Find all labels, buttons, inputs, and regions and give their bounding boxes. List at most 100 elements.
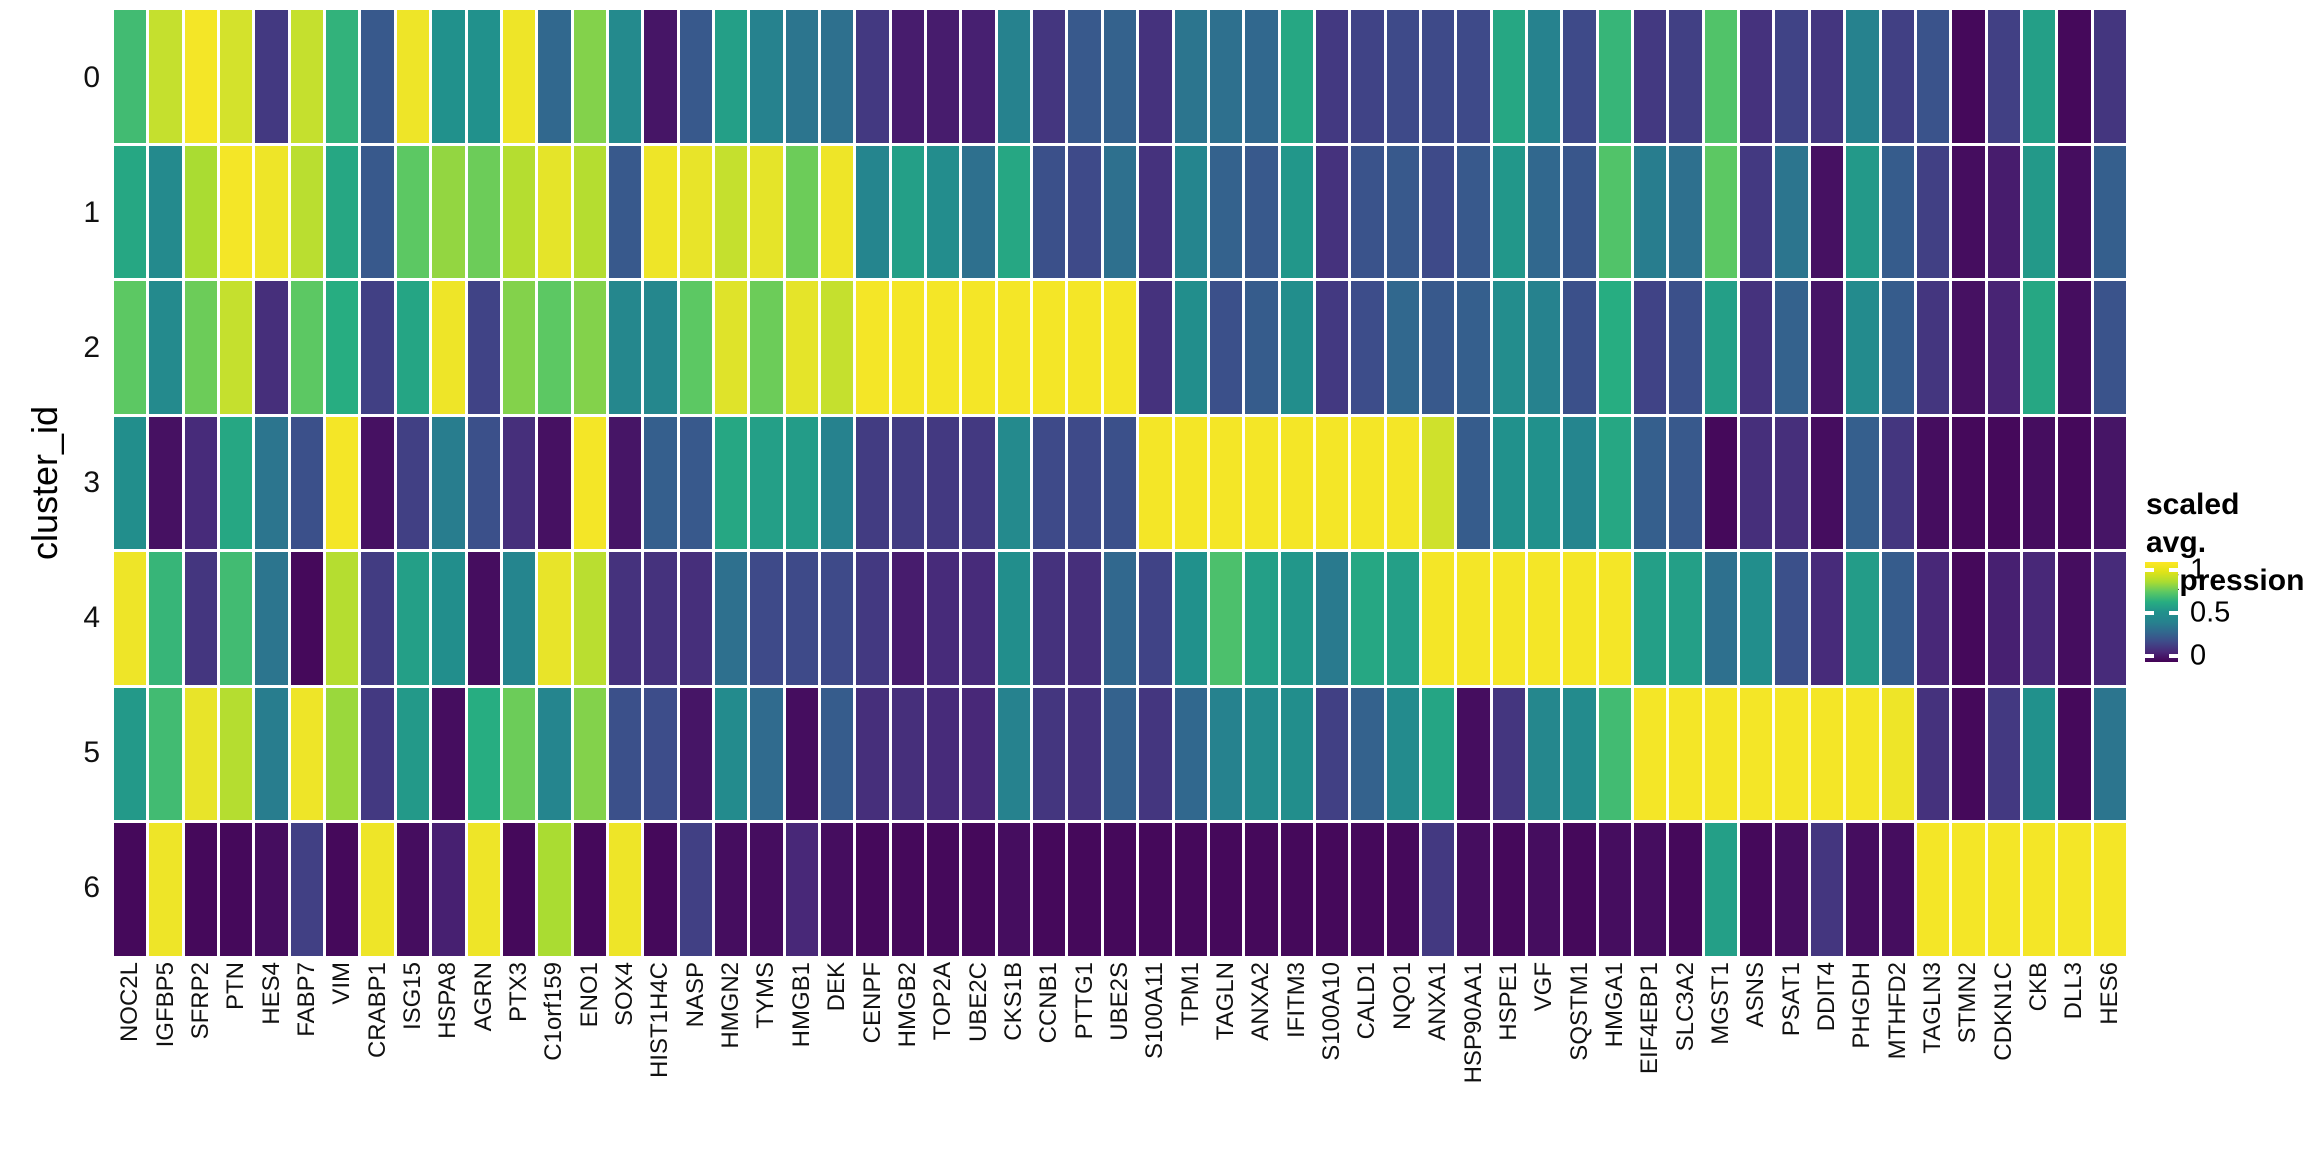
heatmap-cell bbox=[326, 281, 359, 414]
heatmap-cell bbox=[573, 823, 606, 956]
heatmap-cell bbox=[1563, 552, 1596, 685]
heatmap-cell bbox=[608, 10, 642, 143]
heatmap-cell bbox=[785, 10, 819, 143]
heatmap-cell bbox=[1810, 687, 1844, 821]
heatmap-cell bbox=[962, 416, 995, 550]
heatmap-cell bbox=[1952, 552, 1985, 685]
heatmap-cell bbox=[2058, 281, 2091, 414]
heatmap-cell bbox=[1952, 416, 1985, 550]
heatmap-cell bbox=[1775, 823, 1808, 956]
heatmap-cell bbox=[1881, 823, 1914, 956]
heatmap-cell bbox=[1528, 687, 1561, 821]
heatmap-cell bbox=[1846, 10, 1879, 143]
heatmap-cell bbox=[962, 687, 995, 821]
gene-label: CKS1B bbox=[999, 962, 1027, 1041]
heatmap-cell bbox=[821, 10, 854, 143]
heatmap-cell bbox=[573, 281, 606, 414]
heatmap-cell bbox=[220, 552, 253, 685]
heatmap-cell bbox=[1775, 281, 1808, 414]
heatmap-cell bbox=[149, 687, 182, 821]
heatmap-cell bbox=[679, 823, 712, 956]
heatmap-cell bbox=[1810, 823, 1844, 956]
gene-label: HSPE1 bbox=[1494, 962, 1522, 1041]
heatmap-cell bbox=[538, 416, 571, 550]
heatmap-cell bbox=[432, 823, 465, 956]
heatmap-cell bbox=[1280, 145, 1313, 279]
gene-label: HMGB2 bbox=[893, 962, 921, 1048]
heatmap-cell bbox=[538, 823, 571, 956]
gene-label: HMGN2 bbox=[717, 962, 745, 1049]
heatmap-cell bbox=[1421, 145, 1455, 279]
heatmap-cell bbox=[184, 552, 218, 685]
heatmap-cell bbox=[396, 552, 430, 685]
heatmap-cell bbox=[361, 145, 394, 279]
heatmap-cell bbox=[785, 416, 819, 550]
heatmap-cell bbox=[891, 416, 925, 550]
heatmap-cell bbox=[1209, 823, 1243, 956]
heatmap-cell bbox=[1563, 416, 1596, 550]
gene-label: HSPA8 bbox=[434, 962, 462, 1039]
heatmap-cell bbox=[573, 552, 606, 685]
heatmap-cell bbox=[1103, 552, 1137, 685]
heatmap-cell bbox=[927, 823, 960, 956]
heatmap-cell bbox=[1528, 552, 1561, 685]
heatmap-cell bbox=[149, 823, 182, 956]
heatmap-cell bbox=[1810, 281, 1844, 414]
heatmap-cell bbox=[149, 416, 182, 550]
gene-label: CDKN1C bbox=[1989, 962, 2017, 1061]
heatmap-cell bbox=[255, 552, 288, 685]
heatmap-cell bbox=[785, 281, 819, 414]
heatmap-cell bbox=[1952, 281, 1985, 414]
heatmap-cell bbox=[644, 552, 677, 685]
heatmap-cell bbox=[1987, 145, 2020, 279]
heatmap-cell bbox=[1704, 687, 1738, 821]
heatmap-cell bbox=[1315, 687, 1349, 821]
heatmap-cell bbox=[467, 552, 500, 685]
heatmap-cell bbox=[361, 552, 394, 685]
heatmap-cell bbox=[679, 552, 712, 685]
heatmap-cell bbox=[1952, 10, 1985, 143]
heatmap-cell bbox=[1634, 552, 1667, 685]
heatmap-cell bbox=[1280, 552, 1313, 685]
heatmap-cell bbox=[714, 823, 748, 956]
heatmap-cell bbox=[891, 823, 925, 956]
heatmap-cell bbox=[1280, 416, 1313, 550]
heatmap-cell bbox=[1563, 145, 1596, 279]
heatmap-cell bbox=[714, 10, 748, 143]
heatmap-cell bbox=[1528, 281, 1561, 414]
colorbar-tick-mark bbox=[2145, 611, 2154, 615]
heatmap-cell bbox=[1916, 10, 1950, 143]
heatmap-cell bbox=[962, 10, 995, 143]
heatmap-cell bbox=[290, 10, 324, 143]
legend-title-line1: scaled avg. bbox=[2146, 488, 2240, 559]
heatmap-cell bbox=[821, 823, 854, 956]
heatmap-cell bbox=[1669, 281, 1702, 414]
gene-label: VIM bbox=[328, 962, 356, 1005]
heatmap-cell bbox=[573, 10, 606, 143]
heatmap-cell bbox=[1033, 687, 1066, 821]
heatmap-cell bbox=[1245, 416, 1278, 550]
heatmap-cell bbox=[1315, 145, 1349, 279]
heatmap-cell bbox=[1209, 281, 1243, 414]
heatmap-cell bbox=[432, 687, 465, 821]
heatmap-cell bbox=[856, 552, 889, 685]
heatmap-cell bbox=[821, 416, 854, 550]
heatmap-cell bbox=[1351, 416, 1384, 550]
heatmap-cell bbox=[290, 416, 324, 550]
gene-label: HIST1H4C bbox=[646, 962, 674, 1079]
heatmap-cell bbox=[1563, 10, 1596, 143]
heatmap-cell bbox=[1987, 416, 2020, 550]
heatmap-cell bbox=[1315, 281, 1349, 414]
gene-label: PTN bbox=[222, 962, 250, 1010]
heatmap-cell bbox=[891, 281, 925, 414]
heatmap-cell bbox=[396, 687, 430, 821]
heatmap-cell bbox=[1068, 823, 1101, 956]
heatmap-cell bbox=[785, 145, 819, 279]
heatmap-cell bbox=[538, 145, 571, 279]
heatmap-cell bbox=[1916, 145, 1950, 279]
heatmap-cell bbox=[361, 281, 394, 414]
heatmap-cell bbox=[1103, 10, 1137, 143]
heatmap-cell bbox=[1351, 145, 1384, 279]
heatmap-cell bbox=[1492, 416, 1526, 550]
heatmap-cell bbox=[1563, 281, 1596, 414]
